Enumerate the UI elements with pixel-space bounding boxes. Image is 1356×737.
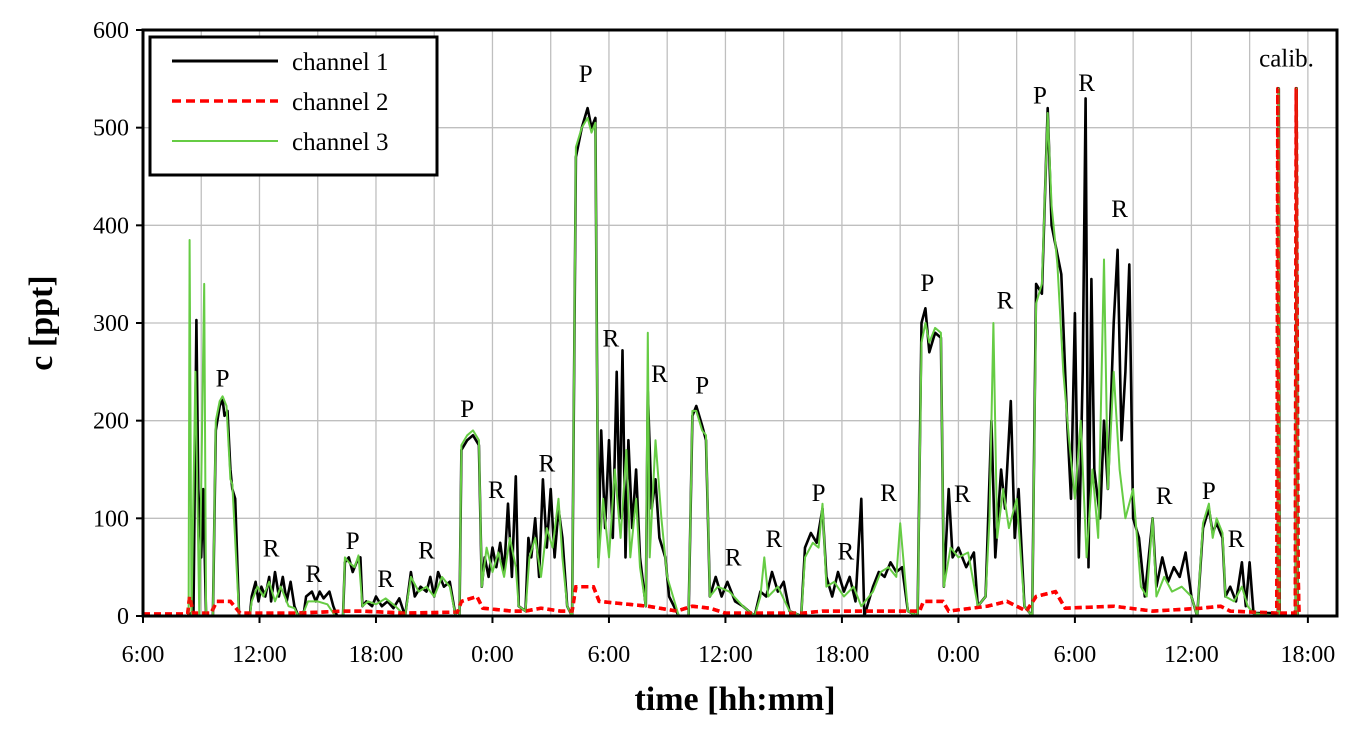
grid [143, 30, 1337, 616]
peak-annotation: P [460, 396, 474, 423]
peak-annotation: P [695, 373, 709, 400]
peak-annotation: R [418, 538, 435, 565]
peak-annotation: R [306, 561, 323, 588]
peak-annotation: P [346, 528, 360, 555]
x-tick-label: 18:00 [1281, 642, 1336, 668]
x-axis-title: time [hh:mm] [634, 681, 835, 718]
peak-annotation: R [1228, 526, 1245, 553]
peak-annotation: R [488, 477, 505, 504]
peak-annotation: R [766, 526, 783, 553]
x-tick-label: 12:00 [232, 642, 287, 668]
x-tick-label: 18:00 [349, 642, 404, 668]
peak-annotation: P [812, 480, 826, 507]
y-tick-label: 400 [93, 213, 129, 239]
peak-annotation: P [216, 366, 230, 393]
series-line-channel-2-overlay [143, 88, 1301, 617]
peak-annotation: P [1202, 478, 1216, 505]
peak-annotation: R [263, 536, 280, 563]
peak-annotation: R [880, 480, 897, 507]
series-group [143, 86, 1337, 618]
x-tick-label: 6:00 [122, 642, 165, 668]
legend-label-channel-3: channel 3 [292, 129, 388, 156]
peak-annotation: calib. [1259, 45, 1314, 72]
peak-annotation: P [579, 61, 593, 88]
y-axis-title: c [ppt] [23, 275, 60, 370]
y-tick-label: 100 [93, 506, 129, 532]
peak-annotation: P [1033, 82, 1047, 109]
legend-label-channel-2: channel 2 [292, 89, 388, 116]
peak-annotation: R [377, 566, 394, 593]
peak-annotation: R [603, 326, 620, 353]
peak-annotation: P [920, 270, 934, 297]
x-tick-label: 6:00 [1054, 642, 1097, 668]
peak-annotation: R [1156, 483, 1173, 510]
y-tick-label: 600 [93, 18, 129, 44]
peak-annotation: R [651, 361, 668, 388]
y-tick-label: 500 [93, 116, 129, 142]
peak-annotation: R [538, 451, 555, 478]
peak-annotation: R [954, 481, 971, 508]
y-tick-label: 0 [117, 604, 129, 630]
x-tick-label: 12:00 [1164, 642, 1219, 668]
legend: channel 1 channel 2 channel 3 [148, 35, 439, 177]
x-tick-label: 0:00 [471, 642, 514, 668]
x-tick-label: 0:00 [937, 642, 980, 668]
y-tick-label: 300 [93, 311, 129, 337]
peak-annotation: R [837, 539, 854, 566]
y-tick-label: 200 [93, 409, 129, 435]
series-line-channel-1 [143, 87, 1337, 618]
peak-annotation: R [997, 288, 1014, 315]
x-tick-label: 18:00 [815, 642, 870, 668]
peak-annotation: R [1078, 70, 1095, 97]
peak-annotation: R [1111, 196, 1128, 223]
x-tick-label: 6:00 [588, 642, 631, 668]
axis-ticks: 0 100 200 300 400 500 600 6:00 12:00 18:00 0:00 6:0… [93, 18, 1335, 668]
peak-annotation: R [725, 544, 742, 571]
legend-label-channel-1: channel 1 [292, 49, 388, 76]
x-tick-label: 12:00 [698, 642, 753, 668]
series-line-channel-3 [143, 87, 1337, 617]
